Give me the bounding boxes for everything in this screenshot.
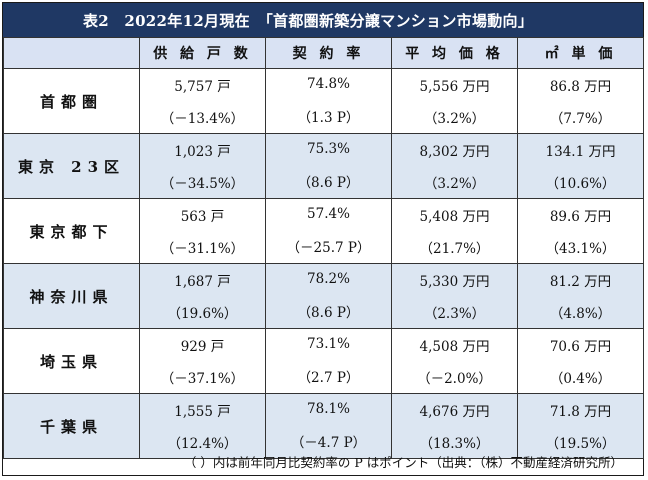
change-text: （－13.4%）: [160, 111, 245, 127]
change-text: （3.2%）: [423, 176, 486, 192]
table-frame: 表2 2022年12月現在 「首都圏新築分譲マンション市場動向」 供 給 戸 数…: [2, 2, 644, 476]
region-label: 埼玉県: [3, 328, 140, 394]
contract-rate-cell: 78.2% （8.6 P）: [265, 263, 392, 329]
average-price-cell: 5,408 万円 （21.7%）: [391, 198, 518, 264]
header-blank: [3, 37, 140, 69]
change-text: （19.6%）: [167, 306, 238, 322]
change-text: （－31.1%）: [160, 241, 245, 257]
table-title: 表2 2022年12月現在 「首都圏新築分譲マンション市場動向」: [3, 3, 643, 37]
change-text: （8.6 P）: [297, 175, 360, 191]
change-text: （19.5%）: [545, 436, 616, 452]
market-table: 供 給 戸 数 契 約 率 平 均 価 格 ㎡ 単 価 首都圏 5,757 戸 （－…: [3, 37, 644, 459]
unit-price-cell: 89.6 万円 （43.1%）: [517, 198, 644, 264]
supply-cell: 1,555 戸 （12.4%）: [139, 393, 266, 459]
average-price-cell: 5,556 万円 （3.2%）: [391, 68, 518, 134]
change-text: （1.3 P）: [297, 110, 360, 126]
change-text: （8.6 P）: [297, 305, 360, 321]
value-text: 929 戸: [180, 339, 225, 355]
value-text: 70.6 万円: [549, 339, 612, 355]
unit-price-cell: 81.2 万円 （4.8%）: [517, 263, 644, 329]
change-text: （18.3%）: [419, 436, 490, 452]
supply-cell: 1,687 戸 （19.6%）: [139, 263, 266, 329]
supply-cell: 5,757 戸 （－13.4%）: [139, 68, 266, 134]
change-text: （10.6%）: [545, 176, 616, 192]
average-price-cell: 4,508 万円 （－2.0%）: [391, 328, 518, 394]
value-text: 1,687 戸: [174, 274, 231, 290]
supply-cell: 563 戸 （－31.1%）: [139, 198, 266, 264]
value-text: 71.8 万円: [549, 404, 612, 420]
supply-cell: 1,023 戸 （－34.5%）: [139, 133, 266, 199]
region-label: 東京都下: [3, 198, 140, 264]
average-price-cell: 8,302 万円 （3.2%）: [391, 133, 518, 199]
value-text: 5,330 万円: [419, 274, 490, 290]
value-text: 5,757 戸: [174, 79, 231, 95]
value-text: 5,556 万円: [419, 79, 490, 95]
change-text: （0.4%）: [549, 371, 612, 387]
value-text: 89.6 万円: [549, 209, 612, 225]
value-text: 78.2%: [307, 271, 350, 287]
value-text: 1,023 戸: [174, 144, 231, 160]
change-text: （4.8%）: [549, 306, 612, 322]
table-row: 東京都下 563 戸 （－31.1%） 57.4% （－25.7 P） 5,408 万円 （…: [3, 198, 644, 264]
value-text: 73.1%: [307, 336, 350, 352]
contract-rate-cell: 75.3% （8.6 P）: [265, 133, 392, 199]
value-text: 74.8%: [307, 76, 350, 92]
value-text: 78.1%: [307, 401, 350, 417]
region-label: 首都圏: [3, 68, 140, 134]
unit-price-cell: 134.1 万円 （10.6%）: [517, 133, 644, 199]
table-row: 神奈川県 1,687 戸 （19.6%） 78.2% （8.6 P） 5,330 万円 （2…: [3, 263, 644, 329]
change-text: （－37.1%）: [160, 371, 245, 387]
footnote: （ ）内は前年同月比契約率の P はポイント（出典：（株）不動産経済研究所）: [183, 455, 623, 470]
header-unit-price: ㎡ 単 価: [517, 37, 644, 69]
contract-rate-cell: 74.8% （1.3 P）: [265, 68, 392, 134]
change-text: （21.7%）: [419, 241, 490, 257]
average-price-cell: 4,676 万円 （18.3%）: [391, 393, 518, 459]
region-label: 東京 23区: [3, 133, 140, 199]
table-row: 千葉県 1,555 戸 （12.4%） 78.1% （－4.7 P） 4,676 万円 （1…: [3, 393, 644, 459]
value-text: 8,302 万円: [419, 144, 490, 160]
value-text: 4,676 万円: [419, 404, 490, 420]
supply-cell: 929 戸 （－37.1%）: [139, 328, 266, 394]
contract-rate-cell: 57.4% （－25.7 P）: [265, 198, 392, 264]
region-label: 千葉県: [3, 393, 140, 459]
value-text: 5,408 万円: [419, 209, 490, 225]
unit-price-cell: 70.6 万円 （0.4%）: [517, 328, 644, 394]
region-label: 神奈川県: [3, 263, 140, 329]
value-text: 563 戸: [180, 209, 225, 225]
change-text: （7.7%）: [549, 111, 612, 127]
change-text: （2.3%）: [423, 306, 486, 322]
header-contract-rate: 契 約 率: [265, 37, 392, 69]
change-text: （－2.0%）: [417, 371, 492, 387]
change-text: （3.2%）: [423, 111, 486, 127]
header-average-price: 平 均 価 格: [391, 37, 518, 69]
value-text: 134.1 万円: [545, 144, 616, 160]
unit-price-cell: 86.8 万円 （7.7%）: [517, 68, 644, 134]
value-text: 75.3%: [307, 141, 350, 157]
value-text: 57.4%: [307, 206, 350, 222]
contract-rate-cell: 73.1% （2.7 P）: [265, 328, 392, 394]
change-text: （43.1%）: [545, 241, 616, 257]
change-text: （－34.5%）: [160, 176, 245, 192]
average-price-cell: 5,330 万円 （2.3%）: [391, 263, 518, 329]
contract-rate-cell: 78.1% （－4.7 P）: [265, 393, 392, 459]
change-text: （－25.7 P）: [286, 240, 371, 256]
value-text: 81.2 万円: [549, 274, 612, 290]
header-supply: 供 給 戸 数: [139, 37, 266, 69]
value-text: 1,555 戸: [174, 404, 231, 420]
change-text: （12.4%）: [167, 436, 238, 452]
header-row: 供 給 戸 数 契 約 率 平 均 価 格 ㎡ 単 価: [3, 37, 644, 69]
value-text: 86.8 万円: [549, 79, 612, 95]
table-row: 東京 23区 1,023 戸 （－34.5%） 75.3% （8.6 P） 8,302 万…: [3, 133, 644, 199]
table-row: 首都圏 5,757 戸 （－13.4%） 74.8% （1.3 P） 5,556 万円 （3…: [3, 68, 644, 134]
value-text: 4,508 万円: [419, 339, 490, 355]
table-row: 埼玉県 929 戸 （－37.1%） 73.1% （2.7 P） 4,508 万円 （－2.…: [3, 328, 644, 394]
change-text: （－4.7 P）: [290, 435, 367, 451]
unit-price-cell: 71.8 万円 （19.5%）: [517, 393, 644, 459]
change-text: （2.7 P）: [297, 370, 360, 386]
